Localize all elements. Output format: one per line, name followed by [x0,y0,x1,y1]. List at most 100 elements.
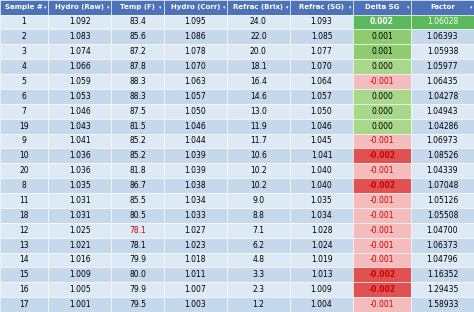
Text: -0.001: -0.001 [370,211,394,220]
Text: -0.001: -0.001 [370,196,394,205]
Text: 2: 2 [22,32,27,41]
Text: 1.063: 1.063 [184,77,206,86]
Text: 19: 19 [19,122,29,130]
Bar [48,208,111,223]
Text: ▾: ▾ [470,5,472,10]
Text: 1.095: 1.095 [184,17,206,27]
Bar [411,238,474,252]
Text: 13.0: 13.0 [250,107,267,116]
Text: 87.5: 87.5 [129,107,146,116]
Bar [411,282,474,297]
Bar [164,282,227,297]
Text: 10.2: 10.2 [250,166,267,175]
Bar [164,252,227,267]
Bar [227,59,290,74]
Bar [227,14,290,29]
Text: 1.06028: 1.06028 [427,17,458,27]
Bar [290,163,353,178]
Text: 4.8: 4.8 [252,256,264,265]
Bar [48,178,111,193]
Text: -0.001: -0.001 [370,226,394,235]
Text: 0.000: 0.000 [371,107,393,116]
Bar [411,134,474,149]
Text: 80.0: 80.0 [129,270,146,279]
Text: 1.018: 1.018 [184,256,206,265]
Text: 20.0: 20.0 [250,47,267,56]
Text: 17: 17 [19,300,29,309]
Text: 1.059: 1.059 [69,77,91,86]
Text: 1.06435: 1.06435 [427,77,458,86]
Text: 1.046: 1.046 [69,107,91,116]
Bar [227,74,290,89]
Text: -0.001: -0.001 [370,136,394,145]
Bar [111,208,164,223]
Text: 1.021: 1.021 [69,241,91,250]
Text: 1.039: 1.039 [184,166,206,175]
Text: 1.04278: 1.04278 [427,92,458,101]
Bar [290,59,353,74]
Bar [164,134,227,149]
Bar [353,282,411,297]
Text: Delta SG: Delta SG [365,4,399,10]
Text: 85.5: 85.5 [129,196,146,205]
Bar [0,0,48,14]
Bar [290,89,353,104]
Bar [164,59,227,74]
Text: 88.3: 88.3 [129,77,146,86]
Bar [290,252,353,267]
Bar [111,134,164,149]
Bar [111,119,164,134]
Bar [164,0,227,14]
Bar [411,223,474,238]
Text: 1.050: 1.050 [310,107,332,116]
Bar [290,297,353,312]
Text: 10.6: 10.6 [250,151,267,160]
Bar [353,104,411,119]
Bar [0,252,48,267]
Bar [353,163,411,178]
Text: 12: 12 [19,226,29,235]
Bar [48,29,111,44]
Bar [164,163,227,178]
Text: 1.093: 1.093 [310,17,332,27]
Text: 3: 3 [22,47,27,56]
Bar [48,104,111,119]
Bar [411,59,474,74]
Bar [48,119,111,134]
Bar [353,178,411,193]
Text: 1.04943: 1.04943 [427,107,458,116]
Text: 1.040: 1.040 [310,181,332,190]
Bar [227,0,290,14]
Text: 1.07048: 1.07048 [427,181,458,190]
Bar [411,44,474,59]
Text: -0.002: -0.002 [368,285,395,294]
Bar [164,44,227,59]
Text: 1.04286: 1.04286 [427,122,458,130]
Bar [411,119,474,134]
Bar [411,0,474,14]
Text: ▾: ▾ [44,5,46,10]
Text: Hydro (Corr): Hydro (Corr) [171,4,220,10]
Bar [0,297,48,312]
Bar [353,208,411,223]
Text: 3.3: 3.3 [252,270,264,279]
Bar [353,297,411,312]
Text: 5: 5 [22,77,27,86]
Text: 1.05508: 1.05508 [427,211,458,220]
Text: 1.05977: 1.05977 [427,62,458,71]
Text: 1.035: 1.035 [69,181,91,190]
Bar [164,74,227,89]
Bar [290,0,353,14]
Text: ▾: ▾ [159,5,162,10]
Bar [353,252,411,267]
Bar [290,238,353,252]
Bar [48,163,111,178]
Text: 1.064: 1.064 [310,77,332,86]
Text: Hydro (Raw): Hydro (Raw) [55,4,104,10]
Text: 1.023: 1.023 [184,241,206,250]
Text: 1.038: 1.038 [184,181,206,190]
Bar [290,282,353,297]
Bar [0,193,48,208]
Text: 2.3: 2.3 [252,285,264,294]
Bar [353,59,411,74]
